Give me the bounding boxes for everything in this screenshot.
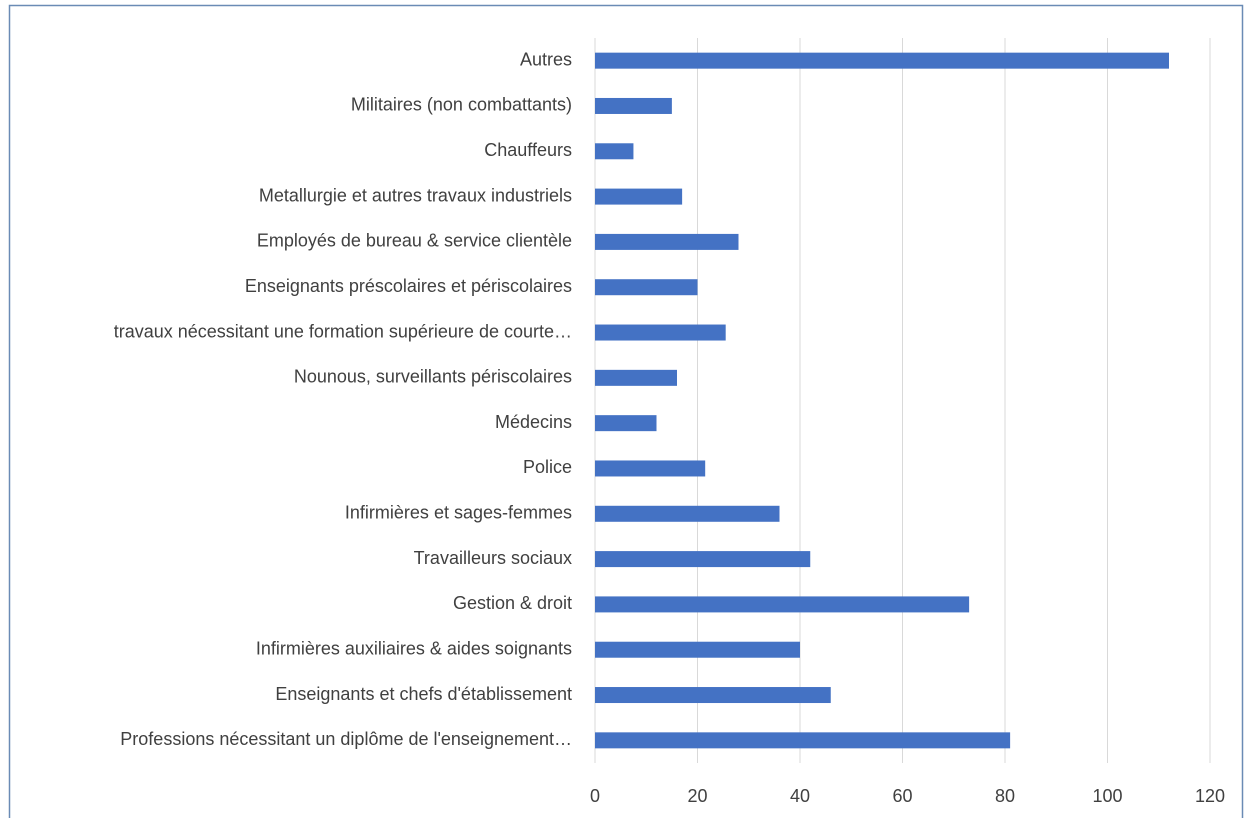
y-tick-label: Médecins (495, 412, 572, 432)
bar (595, 415, 657, 432)
bar (595, 233, 739, 250)
y-tick-label: Gestion & droit (453, 593, 572, 613)
x-tick-label: 80 (995, 786, 1015, 806)
bar (595, 460, 706, 477)
bar (595, 641, 800, 658)
y-tick-label: travaux nécessitant une formation supéri… (114, 321, 572, 341)
x-tick-label: 20 (687, 786, 707, 806)
y-tick-label: Travailleurs sociaux (414, 548, 572, 568)
bar (595, 188, 683, 205)
y-tick-label: Autres (520, 49, 572, 69)
y-tick-label: Enseignants et chefs d'établissement (275, 684, 572, 704)
bar (595, 369, 677, 386)
bar (595, 551, 811, 568)
x-tick-label: 0 (590, 786, 600, 806)
y-tick-label: Police (523, 457, 572, 477)
y-tick-label: Chauffeurs (484, 140, 572, 160)
bar (595, 279, 698, 296)
y-tick-label: Metallurgie et autres travaux industriel… (259, 185, 572, 205)
x-tick-label: 120 (1195, 786, 1225, 806)
chart-border (8, 4, 1244, 818)
y-tick-label: Employés de bureau & service clientèle (257, 231, 572, 251)
y-tick-label: Nounous, surveillants périscolaires (294, 367, 572, 387)
y-tick-label: Infirmières auxiliaires & aides soignant… (256, 638, 572, 658)
bar (595, 687, 831, 704)
bar (595, 52, 1169, 69)
y-tick-label: Militaires (non combattants) (351, 95, 572, 115)
bar (595, 324, 726, 341)
bar (595, 596, 970, 613)
bar (595, 732, 1011, 749)
x-tick-label: 60 (892, 786, 912, 806)
y-tick-label: Infirmières et sages-femmes (345, 503, 572, 523)
y-tick-label: Enseignants préscolaires et périscolaire… (245, 276, 572, 296)
bar (595, 143, 634, 160)
x-tick-label: 40 (790, 786, 810, 806)
y-tick-label: Professions nécessitant un diplôme de l'… (120, 729, 572, 749)
x-tick-label: 100 (1092, 786, 1122, 806)
bar (595, 97, 672, 114)
bar (595, 505, 780, 522)
